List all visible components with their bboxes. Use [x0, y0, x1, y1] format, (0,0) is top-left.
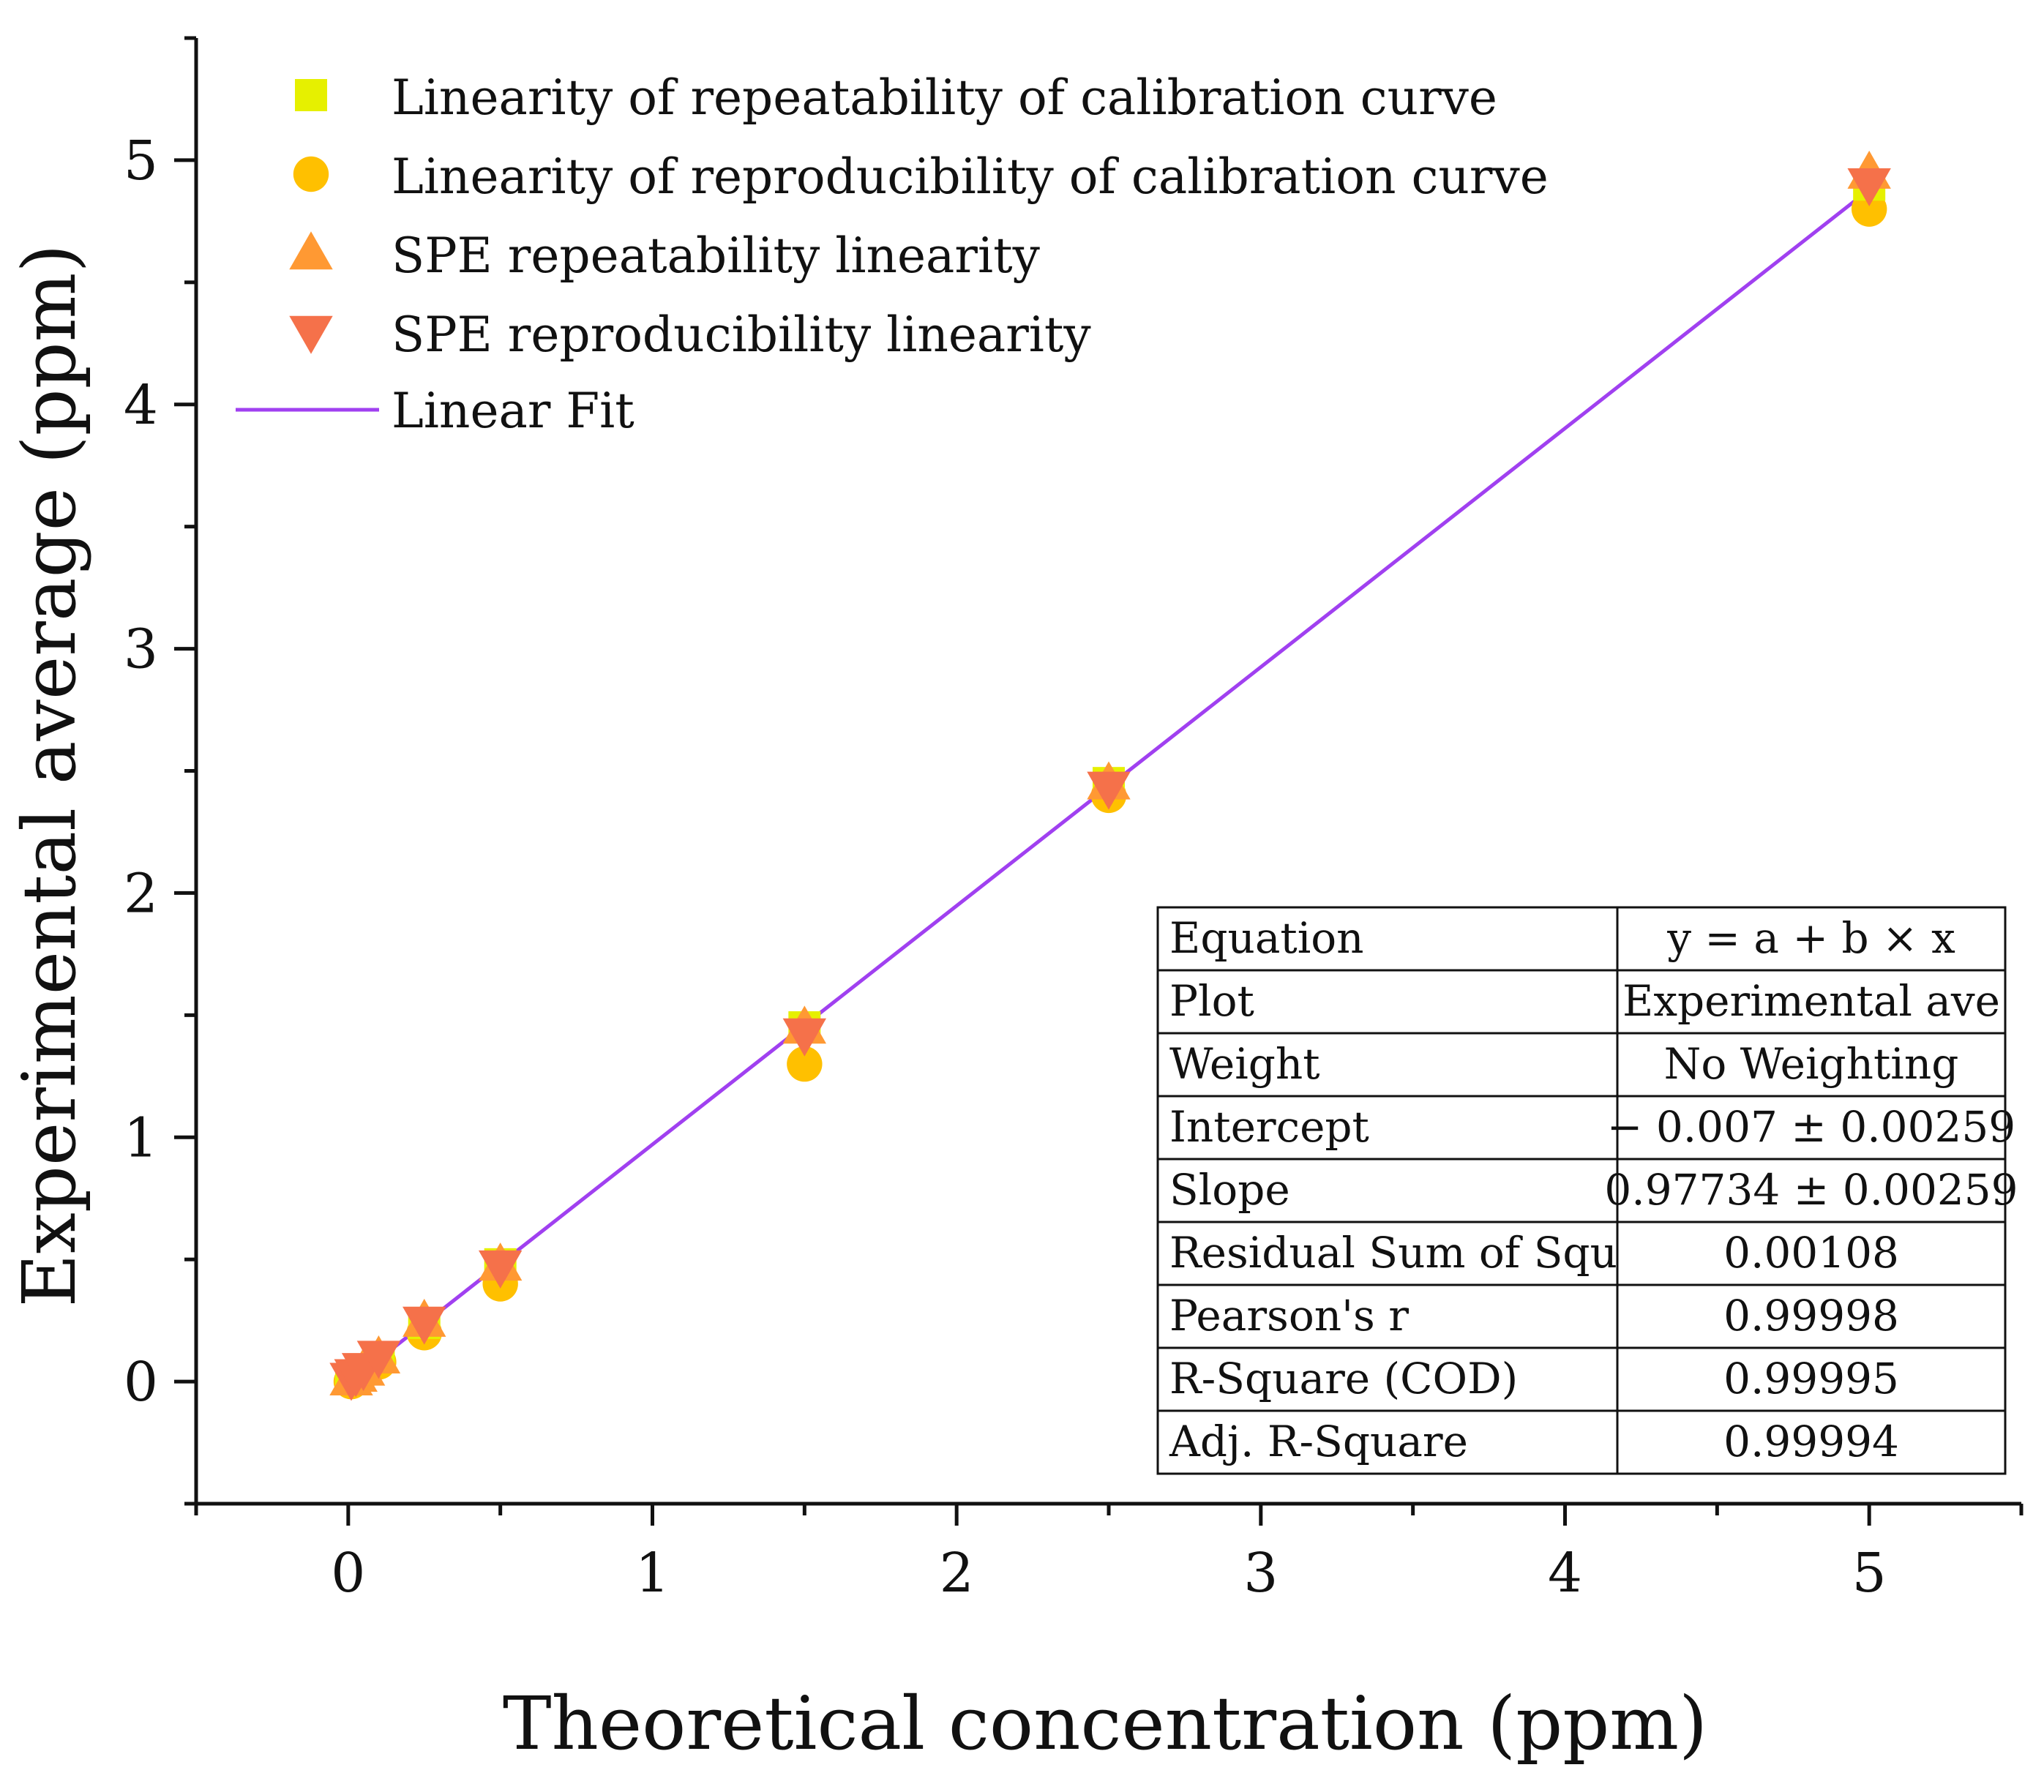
table-cell-label: Weight [1169, 1039, 1320, 1089]
table-cell-label: Equation [1169, 913, 1364, 963]
legend-label: Linear Fit [392, 383, 634, 439]
table-cell-value: Experimental ave [1622, 976, 2000, 1026]
x-tick-label: 3 [1243, 1542, 1278, 1605]
table-cell-label: Intercept [1169, 1102, 1369, 1152]
legend-symbol [289, 315, 333, 354]
y-tick-label: 1 [124, 1106, 158, 1169]
fit-statistics-table: Equation y = a + b × x Plot Experimental av… [1156, 906, 2018, 1475]
x-tick-label: 4 [1548, 1542, 1582, 1605]
table-cell-value: 0.99994 [1723, 1417, 1899, 1466]
legend-label: SPE repeatability linearity [392, 228, 1041, 284]
x-tick-label: 0 [331, 1542, 365, 1605]
data-point [1847, 168, 1891, 206]
table-cell-label: Slope [1169, 1165, 1290, 1215]
axes-layer: 0 1 2 3 4 5 0 1 2 3 4 5 [124, 36, 2024, 1605]
legend-label: SPE reproducibility linearity [392, 307, 1091, 363]
data-point [403, 1306, 446, 1345]
x-tick-label: 1 [635, 1542, 670, 1605]
y-tick-label: 2 [124, 862, 158, 925]
x-tick-label: 2 [940, 1542, 974, 1605]
x-axis-title: Theoretical concentration (ppm) [503, 1681, 1707, 1766]
table-cell-label: Residual Sum of Squ [1169, 1228, 1617, 1278]
data-point [1087, 771, 1131, 810]
table-cell-value: No Weighting [1664, 1039, 1959, 1089]
legend-symbol [293, 156, 329, 192]
y-tick-label: 3 [124, 618, 158, 681]
data-point [356, 1341, 401, 1379]
table-cell-label: R-Square (COD) [1169, 1354, 1518, 1403]
table-cell-label: Adj. R-Square [1169, 1417, 1468, 1466]
table-cell-value: 0.97734 ± 0.00259 [1604, 1165, 2018, 1215]
legend-label: Linearity of reproducibility of calibrat… [392, 149, 1549, 205]
y-tick-label: 4 [124, 374, 158, 437]
data-point [787, 1046, 823, 1082]
points-layer [329, 150, 1891, 1401]
y-tick-label: 5 [124, 130, 158, 192]
table-cell-label: Plot [1169, 976, 1254, 1026]
table-cell-label: Pearson's r [1169, 1291, 1409, 1341]
legend-symbol [289, 231, 333, 270]
table-cell-value: 0.00108 [1723, 1228, 1899, 1278]
table-cell-value: 0.99998 [1723, 1291, 1899, 1341]
data-point [478, 1250, 523, 1289]
x-tick-label: 5 [1852, 1542, 1887, 1605]
table-cell-value: − 0.007 ± 0.00259 [1607, 1102, 2015, 1152]
legend: Linearity of repeatability of calibratio… [236, 70, 1549, 439]
legend-symbol [295, 79, 327, 111]
table-frame [1156, 906, 2007, 1475]
data-point [782, 1018, 827, 1057]
y-tick-label: 0 [124, 1351, 158, 1414]
legend-label: Linearity of repeatability of calibratio… [392, 70, 1497, 126]
table-cell-value: y = a + b × x [1666, 913, 1955, 963]
y-axis-title: Experimental average (ppm) [7, 244, 92, 1308]
table-cell-value: 0.99995 [1723, 1354, 1899, 1403]
